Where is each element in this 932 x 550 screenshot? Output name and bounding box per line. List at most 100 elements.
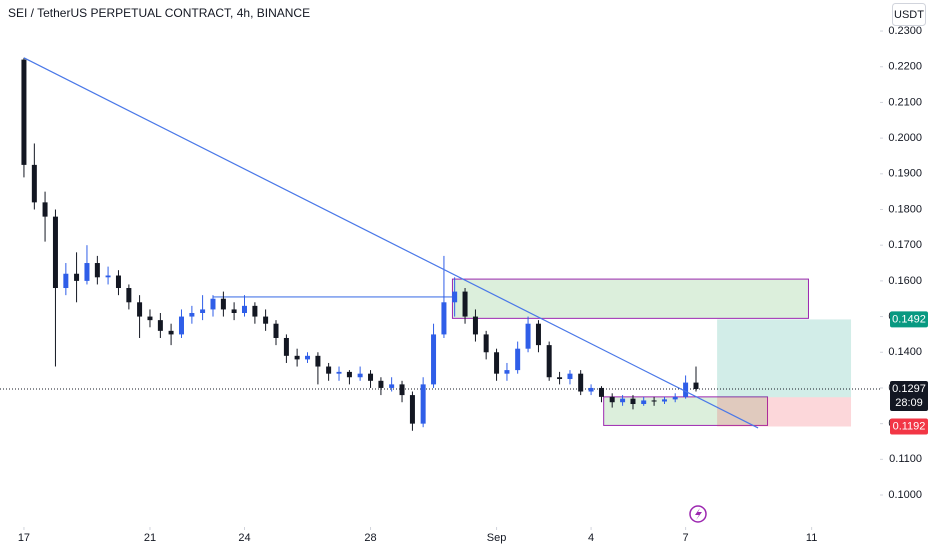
y-tick-label: 0.2200 [888, 61, 922, 73]
candle-body [525, 323, 531, 349]
candle-body [357, 373, 363, 378]
candle-body [557, 377, 563, 380]
candle-body [94, 263, 100, 278]
candle-body [273, 323, 279, 338]
candle-body [283, 337, 289, 356]
position-profit [717, 319, 852, 398]
position-loss [717, 397, 852, 427]
candle-body [378, 380, 384, 388]
last-price-tag: 0.1297 [892, 383, 926, 395]
y-tick-label: 0.2000 [888, 132, 922, 144]
candle-body [231, 309, 237, 313]
y-tick-label: 0.1100 [889, 453, 922, 465]
y-tick-label: 0.1400 [888, 346, 922, 358]
candle-body [452, 291, 458, 303]
candle-body [368, 373, 374, 381]
candle-body [504, 370, 510, 374]
candle-body [42, 202, 48, 217]
target-price-tag: 0.1492 [892, 313, 926, 325]
candle-body [126, 288, 132, 303]
candle-body [168, 330, 174, 335]
candle-body [472, 316, 478, 335]
candle-body [210, 298, 216, 310]
candle-body [294, 355, 300, 360]
candle-body [200, 309, 206, 313]
candle-body [683, 382, 689, 397]
candle-body [389, 384, 395, 388]
candle-body [578, 373, 584, 392]
candle-body [515, 348, 521, 371]
candle-body [641, 400, 647, 405]
y-tick-label: 0.1800 [888, 203, 922, 215]
candle-body [420, 384, 426, 424]
x-tick-label: 21 [144, 532, 156, 544]
y-tick-label: 0.1700 [888, 239, 922, 251]
candle-body [567, 373, 573, 380]
candle-body [21, 59, 27, 165]
chart-title: SEI / TetherUS PERPETUAL CONTRACT, 4h, B… [8, 6, 310, 20]
candle-body [241, 305, 247, 313]
candle-body [74, 273, 80, 281]
candle-body [326, 366, 332, 374]
candle-body [693, 382, 699, 390]
candle-body [336, 371, 342, 374]
x-tick-label: 7 [683, 532, 689, 544]
candle-body [220, 298, 226, 310]
candle-body [494, 352, 500, 374]
candle-body [535, 323, 541, 346]
candle-body [252, 305, 258, 317]
x-tick-label: 4 [588, 532, 594, 544]
candle-body [462, 291, 468, 317]
candle-body [598, 387, 604, 397]
candle-body [63, 273, 69, 289]
candle-body [178, 316, 184, 335]
stop-price-tag-bg [890, 418, 928, 435]
x-tick-label: Sep [487, 532, 507, 544]
target-price-tag-bg [890, 311, 928, 328]
y-tick-label: 0.1000 [888, 489, 922, 501]
trend-line [23, 57, 759, 429]
candle-body [157, 320, 163, 331]
currency-label[interactable]: USDT [894, 9, 924, 21]
candle-body [441, 302, 447, 335]
candle-body [409, 395, 415, 424]
y-tick-label: 0.2300 [888, 25, 922, 37]
candle-body [661, 399, 667, 402]
alert-icon[interactable] [689, 505, 707, 523]
countdown: 28:09 [895, 397, 923, 409]
last-price-tag-bg [890, 381, 928, 412]
x-tick-label: 11 [806, 532, 817, 544]
y-tick-label: 0.1600 [888, 275, 922, 287]
candle-body [137, 302, 143, 317]
candle-body [52, 216, 58, 289]
candle-body [483, 334, 489, 353]
candle-body [346, 371, 352, 378]
zone [451, 278, 809, 319]
candle-body [672, 396, 678, 400]
candle-body [31, 164, 37, 203]
y-tick-label: 0.1900 [888, 168, 922, 180]
candle-body [189, 312, 195, 317]
candle-body [147, 316, 153, 321]
x-tick-label: 24 [238, 532, 250, 544]
candle-body [305, 355, 311, 360]
candle-body [620, 398, 626, 403]
candle-body [115, 275, 121, 289]
y-tick-label: 0.2100 [888, 96, 922, 108]
stop-price-tag: 0.1192 [893, 420, 926, 432]
candle-body [630, 398, 636, 405]
x-tick-label: 28 [364, 532, 376, 544]
currency-button[interactable] [892, 3, 926, 26]
candle-body [105, 275, 111, 278]
candle-body [546, 345, 552, 378]
candle-body [651, 400, 657, 402]
candle-body [315, 355, 321, 367]
candle-body [588, 387, 594, 392]
candle-body [431, 334, 437, 385]
candle-body [399, 384, 405, 396]
candle-body [263, 316, 269, 324]
x-tick-label: 17 [18, 532, 30, 544]
candle-body [84, 263, 90, 281]
